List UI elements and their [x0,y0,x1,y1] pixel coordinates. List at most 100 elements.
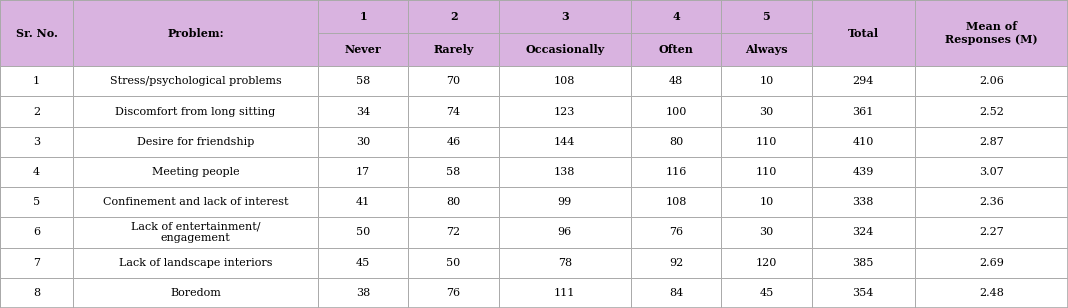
Bar [0,96,73,127]
Bar [0,217,73,248]
Text: 76: 76 [446,288,460,298]
Text: 123: 123 [554,107,576,116]
Bar [914,66,1068,96]
Bar [812,127,914,157]
Bar [721,278,812,308]
Bar [631,187,721,217]
Text: 2.48: 2.48 [979,288,1004,298]
Text: 100: 100 [665,107,687,116]
Bar [499,248,631,278]
Bar [318,96,408,127]
Bar [721,0,812,66]
Text: 108: 108 [554,76,576,86]
Text: 2.27: 2.27 [979,227,1004,237]
Text: 10: 10 [759,197,773,207]
Text: 48: 48 [669,76,684,86]
Bar [408,0,499,66]
Text: 5: 5 [33,197,40,207]
Bar [812,0,914,66]
Bar [408,278,499,308]
Bar [721,187,812,217]
Text: 5: 5 [763,11,770,22]
Bar [499,96,631,127]
Text: 45: 45 [759,288,773,298]
Bar [73,96,318,127]
Bar [0,157,73,187]
Bar [499,0,631,66]
Bar [408,127,499,157]
Bar [631,157,721,187]
Bar [499,278,631,308]
Bar [73,217,318,248]
Text: Stress/psychological problems: Stress/psychological problems [110,76,281,86]
Text: 50: 50 [446,258,460,268]
Text: 41: 41 [356,197,371,207]
Text: 3.07: 3.07 [979,167,1004,177]
Text: 354: 354 [852,288,874,298]
Bar [914,96,1068,127]
Text: 2.52: 2.52 [979,107,1004,116]
Bar [721,217,812,248]
Text: 8: 8 [33,288,40,298]
Bar [499,157,631,187]
Bar [812,66,914,96]
Text: 110: 110 [756,167,778,177]
Text: 385: 385 [852,258,874,268]
Bar [721,66,812,96]
Bar [0,66,73,96]
Text: 2: 2 [33,107,40,116]
Bar [721,96,812,127]
Text: 3: 3 [33,137,40,147]
Bar [631,0,721,66]
Text: 111: 111 [554,288,576,298]
Bar [914,278,1068,308]
Bar [318,157,408,187]
Text: 361: 361 [852,107,874,116]
Bar [318,248,408,278]
Text: 30: 30 [356,137,371,147]
Bar [73,127,318,157]
Text: 4: 4 [33,167,40,177]
Bar [812,278,914,308]
Bar [812,96,914,127]
Text: 58: 58 [356,76,371,86]
Text: 439: 439 [852,167,874,177]
Text: 78: 78 [557,258,571,268]
Text: 80: 80 [446,197,460,207]
Bar [914,248,1068,278]
Text: Occasionally: Occasionally [525,44,604,55]
Text: 6: 6 [33,227,40,237]
Text: 46: 46 [446,137,460,147]
Bar [499,66,631,96]
Bar [812,187,914,217]
Bar [914,0,1068,66]
Bar [812,248,914,278]
Text: 50: 50 [356,227,371,237]
Text: 58: 58 [446,167,460,177]
Bar [914,217,1068,248]
Text: 108: 108 [665,197,687,207]
Bar [318,278,408,308]
Text: Problem:: Problem: [167,28,223,38]
Bar [499,127,631,157]
Bar [318,66,408,96]
Text: 30: 30 [759,107,773,116]
Text: 2.06: 2.06 [979,76,1004,86]
Text: Confinement and lack of interest: Confinement and lack of interest [103,197,288,207]
Bar [408,248,499,278]
Text: 2: 2 [450,11,457,22]
Bar [408,217,499,248]
Bar [0,248,73,278]
Bar [0,0,73,66]
Text: 2.87: 2.87 [979,137,1004,147]
Bar [0,278,73,308]
Text: 72: 72 [446,227,460,237]
Text: 7: 7 [33,258,40,268]
Bar [0,187,73,217]
Bar [73,248,318,278]
Text: Total: Total [848,28,879,38]
Bar [721,127,812,157]
Text: Lack of landscape interiors: Lack of landscape interiors [119,258,272,268]
Text: 138: 138 [554,167,576,177]
Text: Boredom: Boredom [170,288,221,298]
